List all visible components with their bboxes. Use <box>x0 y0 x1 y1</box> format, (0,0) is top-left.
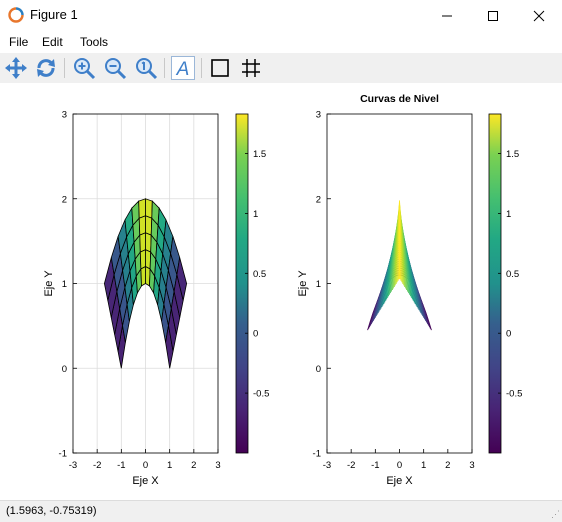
window-title: Figure 1 <box>30 7 78 22</box>
surface-face <box>176 257 188 301</box>
y-tick-label: -1 <box>313 449 321 460</box>
axis-ticks: -3 -2 -1 0 1 2 3 -1 0 1 2 3 <box>59 110 221 472</box>
x-tick-label: 3 <box>469 460 474 471</box>
menu-edit[interactable]: Edit <box>42 35 63 49</box>
maximize-button[interactable] <box>470 0 516 31</box>
colorbar-ticks: -0.5 0 0.5 1 1.5 <box>498 149 522 400</box>
maximize-icon <box>488 10 498 21</box>
status-bar: (1.5963, -0.75319) ⋰ <box>0 500 562 522</box>
zoom-reset-icon[interactable] <box>134 56 158 80</box>
close-icon <box>533 10 545 21</box>
svg-text:A: A <box>176 59 190 80</box>
x-tick-label: -2 <box>347 460 355 471</box>
colorbar-tick-label: -0.5 <box>506 389 522 400</box>
x-tick-label: 0 <box>143 460 148 471</box>
toolbar-separator <box>164 58 165 78</box>
colorbar-gradient <box>488 113 502 454</box>
figure-svg: -3 -2 -1 0 1 2 3 -1 0 1 2 3 Eje X Eje Y <box>43 93 522 488</box>
colorbar-surface: -0.5 0 0.5 1 1.5 <box>235 113 269 454</box>
surface-face <box>145 232 152 253</box>
y-tick-label: 3 <box>62 110 67 121</box>
contour-lines <box>367 200 432 331</box>
grid-icon[interactable] <box>239 56 263 80</box>
toolbar: A <box>0 53 562 83</box>
y-axis-label: Eje Y <box>43 270 55 297</box>
rotate-icon[interactable] <box>34 56 58 80</box>
x-tick-label: -1 <box>371 460 379 471</box>
zoom-out-icon[interactable] <box>103 56 127 80</box>
x-axis-label: Eje X <box>386 475 413 487</box>
title-bar: Figure 1 <box>0 0 562 31</box>
cursor-coordinates: (1.5963, -0.75319) <box>6 505 97 517</box>
x-tick-label: -2 <box>93 460 101 471</box>
colorbar-ticks: -0.5 0 0.5 1 1.5 <box>245 149 269 400</box>
y-axis-label: Eje Y <box>297 270 309 297</box>
axes-surface[interactable]: -3 -2 -1 0 1 2 3 -1 0 1 2 3 Eje X Eje Y <box>43 110 221 488</box>
surface-face <box>139 232 146 253</box>
text-icon[interactable]: A <box>171 56 195 80</box>
zoom-in-icon[interactable] <box>72 56 96 80</box>
colorbar-tick-label: 0.5 <box>253 269 266 280</box>
minimize-button[interactable] <box>424 0 470 31</box>
surface-mesh <box>103 198 188 369</box>
colorbar-tick-label: 0 <box>253 329 258 340</box>
colorbar-tick-label: 0.5 <box>506 269 519 280</box>
pan-icon[interactable] <box>4 56 28 80</box>
surface-face <box>145 215 153 236</box>
x-tick-label: -1 <box>117 460 125 471</box>
y-tick-label: 1 <box>62 279 67 290</box>
octave-app-icon <box>8 7 24 23</box>
close-button[interactable] <box>516 0 562 31</box>
x-tick-label: 1 <box>167 460 172 471</box>
box-icon[interactable] <box>208 56 232 80</box>
axes-background <box>327 114 472 453</box>
y-tick-label: 2 <box>316 194 321 205</box>
toolbar-separator <box>201 58 202 78</box>
colorbar-tick-label: 1.5 <box>253 149 266 160</box>
colorbar-tick-label: 0 <box>506 329 511 340</box>
resize-grip-icon[interactable]: ⋰ <box>551 509 560 519</box>
x-tick-label: 2 <box>191 460 196 471</box>
x-tick-label: -3 <box>69 460 77 471</box>
y-tick-label: 0 <box>316 364 321 375</box>
colorbar-tick-label: 1.5 <box>506 149 519 160</box>
x-tick-label: 0 <box>397 460 402 471</box>
surface-face <box>138 215 146 236</box>
y-tick-label: 3 <box>316 110 321 121</box>
colorbar-contour: -0.5 0 0.5 1 1.5 <box>488 113 522 454</box>
colorbar-tick-label: -0.5 <box>253 389 269 400</box>
x-tick-label: 2 <box>445 460 450 471</box>
menu-bar: File Edit Tools <box>0 31 562 53</box>
surface-face <box>145 198 153 219</box>
y-tick-label: 2 <box>62 194 67 205</box>
axis-ticks: -3 -2 -1 0 1 2 3 -1 0 1 2 3 <box>313 110 475 472</box>
figure-canvas[interactable]: -3 -2 -1 0 1 2 3 -1 0 1 2 3 Eje X Eje Y <box>0 83 562 500</box>
minimize-icon <box>442 15 452 16</box>
x-axis-label: Eje X <box>132 475 159 487</box>
axes-contour[interactable]: Curvas de Nivel -3 -2 -1 0 1 2 3 -1 0 1 2 3 Eje X E… <box>297 93 475 487</box>
x-tick-label: -3 <box>323 460 331 471</box>
toolbar-separator <box>64 58 65 78</box>
surface-face <box>139 248 146 270</box>
y-tick-label: -1 <box>59 449 67 460</box>
colorbar-gradient <box>235 113 249 454</box>
surface-face <box>140 265 146 287</box>
contour-line <box>398 200 401 280</box>
y-tick-label: 1 <box>316 279 321 290</box>
colorbar-tick-label: 1 <box>253 209 258 220</box>
menu-file[interactable]: File <box>9 35 29 49</box>
menu-tools[interactable]: Tools <box>80 35 109 49</box>
x-tick-label: 1 <box>421 460 426 471</box>
colorbar-tick-label: 1 <box>506 209 511 220</box>
chart-title: Curvas de Nivel <box>360 93 439 105</box>
x-tick-label: 3 <box>215 460 220 471</box>
y-tick-label: 0 <box>62 364 67 375</box>
surface-face <box>138 198 146 219</box>
